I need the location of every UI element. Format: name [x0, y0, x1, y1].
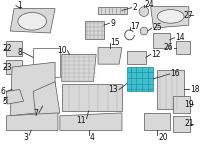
Text: 4: 4	[89, 133, 94, 142]
Text: 14: 14	[175, 33, 185, 42]
Polygon shape	[6, 60, 22, 74]
Text: 27: 27	[183, 11, 193, 20]
Polygon shape	[6, 41, 22, 56]
Polygon shape	[153, 33, 170, 48]
Polygon shape	[98, 7, 127, 14]
Text: 12: 12	[152, 50, 161, 59]
Polygon shape	[151, 7, 189, 28]
Text: 20: 20	[158, 133, 168, 142]
Text: 10: 10	[57, 46, 67, 55]
Polygon shape	[10, 62, 55, 116]
Text: 25: 25	[153, 23, 162, 32]
Polygon shape	[98, 48, 122, 64]
Text: 8: 8	[18, 48, 23, 57]
Text: 1: 1	[17, 1, 22, 10]
Polygon shape	[127, 51, 146, 64]
Polygon shape	[60, 113, 122, 130]
Text: 2: 2	[132, 3, 137, 12]
Polygon shape	[144, 113, 170, 130]
Polygon shape	[33, 82, 60, 119]
Text: 7: 7	[33, 109, 38, 118]
Polygon shape	[157, 70, 184, 109]
Ellipse shape	[18, 12, 46, 30]
Text: 26: 26	[164, 43, 174, 52]
Text: 23: 23	[3, 63, 12, 72]
Polygon shape	[62, 54, 96, 82]
Text: 16: 16	[171, 69, 180, 78]
Polygon shape	[127, 67, 153, 91]
Polygon shape	[6, 113, 58, 130]
Ellipse shape	[157, 10, 184, 23]
Polygon shape	[176, 41, 190, 54]
Text: 15: 15	[110, 38, 120, 47]
Polygon shape	[85, 21, 104, 39]
Text: 9: 9	[110, 19, 115, 28]
Text: 24: 24	[145, 0, 155, 9]
Text: 5: 5	[3, 97, 7, 106]
Polygon shape	[10, 9, 55, 33]
Text: 11: 11	[76, 116, 86, 125]
Circle shape	[140, 27, 148, 35]
Polygon shape	[62, 84, 122, 111]
Text: 22: 22	[3, 44, 12, 53]
Text: 17: 17	[131, 22, 140, 31]
Text: 13: 13	[109, 85, 118, 94]
Circle shape	[139, 7, 149, 16]
Text: 19: 19	[184, 100, 194, 109]
Text: 21: 21	[184, 119, 194, 128]
Text: 6: 6	[1, 87, 5, 96]
Text: 3: 3	[23, 133, 28, 142]
Polygon shape	[6, 90, 24, 104]
Text: 18: 18	[190, 85, 199, 94]
Polygon shape	[173, 116, 190, 132]
Polygon shape	[173, 96, 190, 113]
